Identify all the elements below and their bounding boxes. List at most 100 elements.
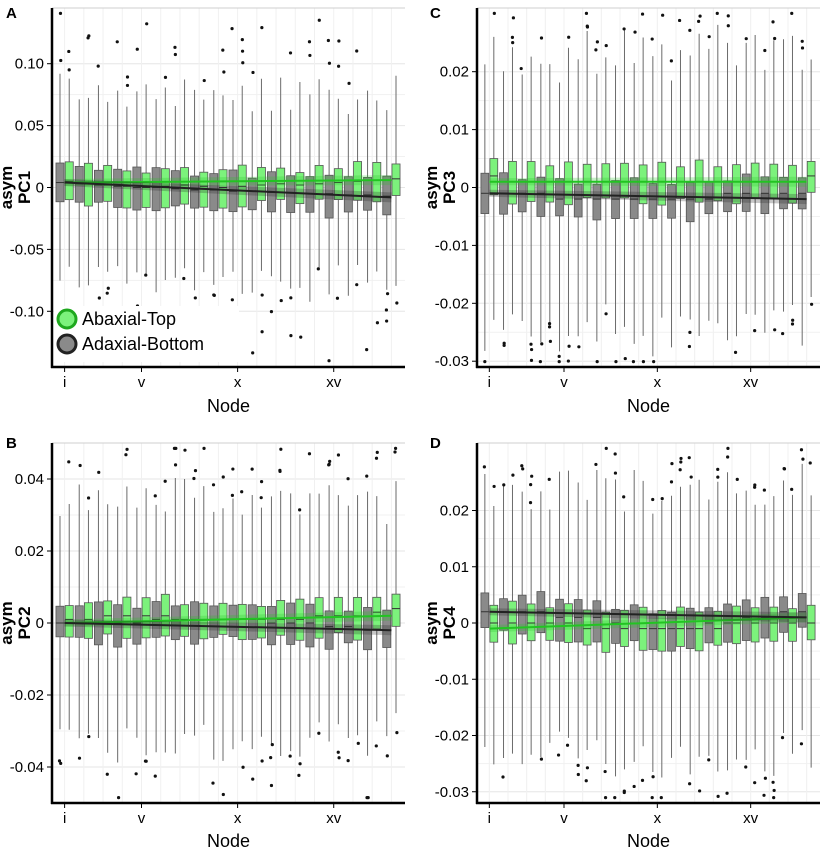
outlier-point: [385, 319, 389, 323]
box-abaxial-top: [257, 167, 266, 201]
outlier-point: [511, 16, 516, 20]
box-adaxial-bottom: [629, 177, 639, 219]
outlier-point: [299, 335, 303, 339]
outlier-point: [365, 474, 369, 478]
y-tick-label: -0.02: [435, 295, 469, 312]
outlier-point: [698, 789, 702, 793]
outlier-point: [59, 58, 63, 63]
box-adaxial-bottom: [685, 182, 695, 223]
outlier-point: [365, 796, 369, 800]
outlier-point: [576, 763, 580, 767]
panel-letter: C: [430, 5, 441, 22]
box-adaxial-bottom: [247, 177, 257, 211]
outlier-point: [356, 741, 360, 745]
outlier-point: [576, 772, 580, 777]
outlier-point: [622, 27, 626, 31]
panel-d: 0.02 0.01 0 -0.01 -0.02 -0.03 i v x xv Node asym PC4…: [422, 435, 820, 851]
box-adaxial-bottom: [113, 168, 123, 208]
outlier-point: [97, 296, 101, 300]
outlier-point: [279, 298, 283, 303]
x-axis-title: Node: [627, 396, 670, 416]
outlier-point: [145, 22, 149, 26]
outlier-point: [221, 792, 225, 797]
box-abaxial-top: [353, 596, 362, 641]
outlier-point: [251, 70, 255, 75]
box-adaxial-bottom: [704, 607, 714, 644]
box-abaxial-top: [526, 603, 536, 642]
outlier-point: [669, 59, 673, 63]
outlier-point: [336, 64, 341, 68]
outlier-point: [800, 46, 805, 50]
x-tick-label: xv: [743, 374, 759, 391]
outlier-point: [365, 348, 369, 352]
outlier-point: [230, 298, 234, 302]
outlier-point: [762, 793, 766, 797]
legend-key-abaxial-top: [56, 308, 78, 330]
box-abaxial-top: [732, 605, 741, 645]
outlier-point: [641, 360, 646, 364]
trend-line-adaxial-bottom: [64, 622, 392, 632]
x-tick-label: x: [234, 374, 242, 391]
y-axis-title-top: asym: [422, 601, 441, 644]
legend-background: [54, 306, 239, 362]
outlier-point: [385, 754, 389, 758]
outlier-point: [87, 734, 91, 739]
outlier-point: [336, 750, 340, 754]
outlier-point: [241, 61, 245, 65]
box-adaxial-bottom: [190, 175, 199, 209]
panel-c: 0.02 0.01 0 -0.01 -0.02 -0.03 i v x xv Node asym PC3…: [422, 5, 820, 416]
outlier-point: [688, 330, 692, 334]
box-abaxial-top: [657, 161, 667, 206]
outlier-point: [173, 52, 177, 57]
outlier-point: [604, 446, 608, 450]
outlier-point: [679, 460, 683, 464]
outlier-point: [631, 360, 636, 364]
outlier-point: [260, 25, 264, 30]
outlier-point: [651, 775, 655, 779]
outlier-point: [308, 53, 312, 58]
outlier-point: [780, 735, 785, 740]
outlier-point: [288, 754, 292, 758]
outlier-point: [182, 276, 186, 281]
box-adaxial-bottom: [611, 608, 620, 644]
legend-label-adaxial-bottom: Adaxial-Bottom: [82, 334, 204, 354]
outlier-point: [687, 344, 692, 349]
box-adaxial-bottom: [74, 605, 84, 638]
outlier-point: [260, 293, 264, 297]
outlier-point: [528, 501, 533, 505]
outlier-point: [327, 462, 331, 466]
outlier-point: [67, 460, 71, 464]
box-abaxial-top: [788, 608, 797, 642]
outlier-point: [547, 322, 552, 326]
outlier-point: [670, 462, 674, 466]
box-abaxial-top: [295, 172, 305, 205]
box-adaxial-bottom: [382, 175, 392, 216]
outlier-point: [124, 453, 128, 457]
legend: Abaxial-Top Adaxial-Bottom: [54, 306, 239, 362]
outlier-point: [192, 476, 196, 481]
box-abaxial-top: [64, 161, 74, 201]
box-abaxial-top: [676, 606, 685, 647]
outlier-point: [677, 18, 682, 23]
outlier-point: [511, 40, 515, 45]
outlier-point: [520, 464, 524, 468]
y-tick-label: 0.01: [440, 559, 469, 576]
outlier-point: [689, 475, 693, 479]
outlier-point: [622, 790, 626, 795]
box-adaxial-bottom: [382, 609, 392, 648]
y-tick-label: 0.02: [440, 503, 469, 520]
outlier-point: [231, 467, 235, 471]
y-tick-label: 0: [461, 180, 469, 197]
box-adaxial-bottom: [247, 604, 257, 640]
outlier-point: [556, 753, 561, 757]
box-abaxial-top: [314, 165, 324, 200]
box-abaxial-top: [620, 162, 629, 199]
outlier-point: [173, 463, 178, 467]
box-adaxial-bottom: [228, 604, 238, 637]
box-abaxial-top: [545, 165, 555, 203]
outlier-point: [733, 350, 738, 354]
y-tick-label: 0.02: [15, 543, 44, 560]
outlier-point: [78, 463, 82, 468]
outlier-point: [557, 360, 561, 364]
outlier-point: [502, 341, 506, 345]
